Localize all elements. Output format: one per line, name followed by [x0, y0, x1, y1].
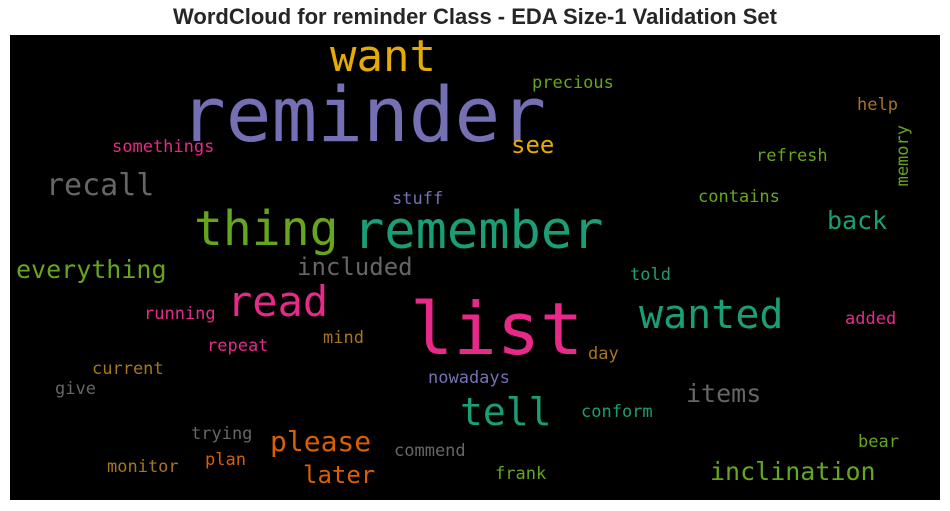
word-later: later	[303, 461, 376, 489]
word-somethings: somethings	[112, 137, 215, 157]
word-running: running	[144, 304, 216, 324]
word-read: read	[227, 277, 329, 326]
word-plan: plan	[205, 450, 246, 470]
word-help: help	[857, 95, 898, 115]
word-inclination: inclination	[710, 457, 876, 486]
word-stuff: stuff	[392, 189, 444, 209]
word-day: day	[588, 344, 619, 364]
word-monitor: monitor	[107, 457, 179, 477]
word-recall: recall	[46, 168, 155, 203]
word-repeat: repeat	[207, 336, 269, 356]
word-want: want	[330, 35, 436, 82]
word-precious: precious	[532, 73, 614, 93]
word-trying: trying	[191, 424, 253, 444]
word-remember: remember	[353, 201, 604, 261]
word-please: please	[270, 425, 372, 458]
word-nowadays: nowadays	[428, 368, 510, 388]
word-told: told	[630, 265, 671, 285]
word-reminder: reminder	[180, 70, 547, 159]
word-cloud: reminder list remember thing want read wanted t…	[10, 35, 940, 500]
word-thing: thing	[194, 201, 339, 257]
word-list: list	[410, 287, 584, 371]
word-everything: everything	[16, 255, 167, 284]
word-wanted: wanted	[639, 292, 784, 338]
word-back: back	[827, 206, 888, 235]
word-conform: conform	[581, 402, 653, 422]
word-added: added	[845, 309, 897, 329]
word-commend: commend	[394, 441, 466, 461]
word-current: current	[92, 359, 164, 379]
word-refresh: refresh	[756, 146, 828, 166]
word-memory: memory	[893, 125, 913, 187]
word-items: items	[686, 379, 762, 408]
word-mind: mind	[323, 328, 364, 348]
chart-title: WordCloud for reminder Class - EDA Size-…	[173, 4, 777, 29]
word-included: included	[297, 253, 413, 281]
word-contains: contains	[698, 187, 780, 207]
word-bear: bear	[858, 432, 899, 452]
word-see: see	[511, 131, 555, 159]
word-frank: frank	[495, 464, 547, 484]
word-give: give	[55, 379, 96, 399]
word-tell: tell	[460, 390, 552, 434]
